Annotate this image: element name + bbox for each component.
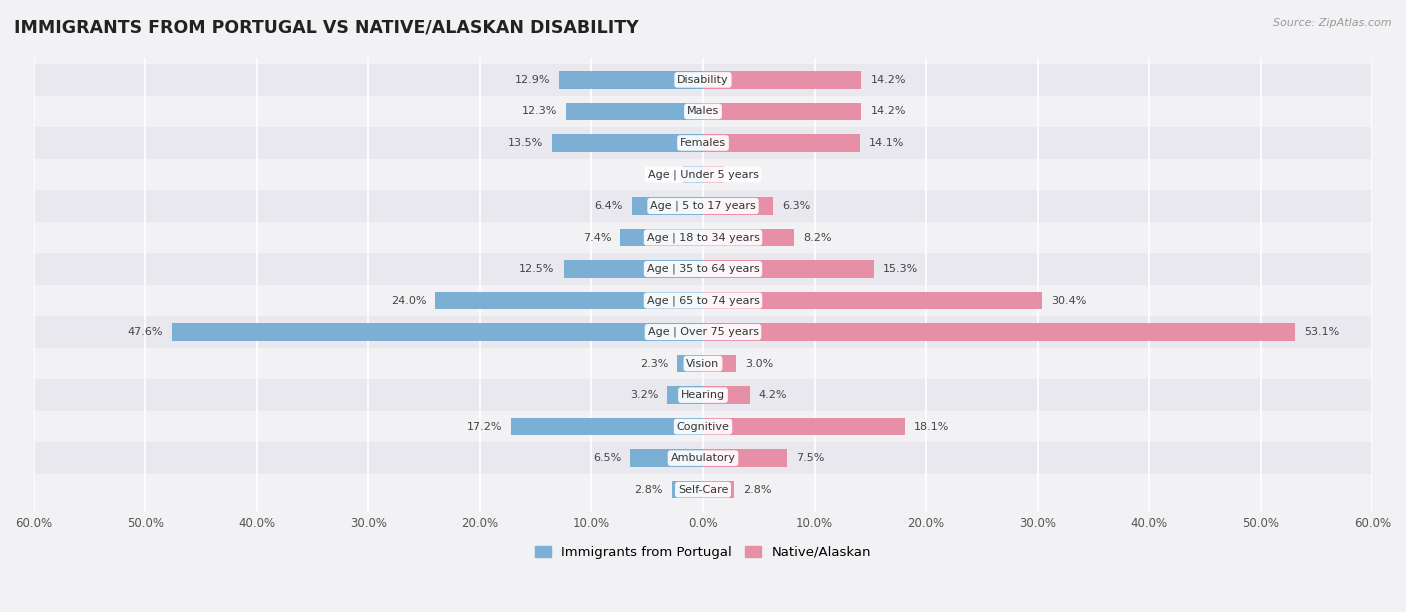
Bar xyxy=(672,481,703,498)
Text: 1.9%: 1.9% xyxy=(733,170,762,179)
Bar xyxy=(703,449,787,467)
Text: 4.2%: 4.2% xyxy=(759,390,787,400)
Bar xyxy=(34,159,1372,190)
Bar xyxy=(631,197,703,215)
Text: 7.5%: 7.5% xyxy=(796,453,824,463)
Bar xyxy=(34,285,1372,316)
Bar xyxy=(703,355,737,372)
Text: Disability: Disability xyxy=(678,75,728,85)
Text: Males: Males xyxy=(688,106,718,116)
Text: Self-Care: Self-Care xyxy=(678,485,728,494)
Text: Age | 5 to 17 years: Age | 5 to 17 years xyxy=(650,201,756,211)
Text: 12.9%: 12.9% xyxy=(515,75,550,85)
Bar xyxy=(620,229,703,246)
Text: 53.1%: 53.1% xyxy=(1305,327,1340,337)
Bar xyxy=(34,316,1372,348)
Bar xyxy=(553,134,703,152)
Bar xyxy=(34,442,1372,474)
Text: 2.8%: 2.8% xyxy=(744,485,772,494)
Text: Ambulatory: Ambulatory xyxy=(671,453,735,463)
Bar xyxy=(34,95,1372,127)
Bar xyxy=(34,348,1372,379)
Text: 6.4%: 6.4% xyxy=(595,201,623,211)
Text: Hearing: Hearing xyxy=(681,390,725,400)
Bar xyxy=(703,323,1295,341)
Text: 17.2%: 17.2% xyxy=(467,422,502,431)
Bar xyxy=(512,418,703,435)
Bar xyxy=(630,449,703,467)
Text: 12.5%: 12.5% xyxy=(519,264,554,274)
Bar xyxy=(703,166,724,183)
Legend: Immigrants from Portugal, Native/Alaskan: Immigrants from Portugal, Native/Alaskan xyxy=(530,540,876,564)
Text: 47.6%: 47.6% xyxy=(128,327,163,337)
Text: 15.3%: 15.3% xyxy=(883,264,918,274)
Text: Vision: Vision xyxy=(686,359,720,368)
Bar xyxy=(683,166,703,183)
Text: Age | 65 to 74 years: Age | 65 to 74 years xyxy=(647,296,759,306)
Text: 8.2%: 8.2% xyxy=(803,233,832,242)
Bar xyxy=(703,134,860,152)
Text: Age | 35 to 64 years: Age | 35 to 64 years xyxy=(647,264,759,274)
Text: 1.8%: 1.8% xyxy=(645,170,673,179)
Text: 14.2%: 14.2% xyxy=(870,106,905,116)
Text: 14.2%: 14.2% xyxy=(870,75,905,85)
Bar xyxy=(34,253,1372,285)
Bar xyxy=(560,71,703,89)
Text: 30.4%: 30.4% xyxy=(1052,296,1087,305)
Bar xyxy=(565,103,703,120)
Bar xyxy=(703,229,794,246)
Text: Cognitive: Cognitive xyxy=(676,422,730,431)
Text: 12.3%: 12.3% xyxy=(522,106,557,116)
Text: 3.2%: 3.2% xyxy=(630,390,658,400)
Bar xyxy=(564,260,703,278)
Text: 14.1%: 14.1% xyxy=(869,138,904,148)
Text: 24.0%: 24.0% xyxy=(391,296,426,305)
Text: 18.1%: 18.1% xyxy=(914,422,949,431)
Bar xyxy=(436,292,703,309)
Text: 2.8%: 2.8% xyxy=(634,485,662,494)
Text: Age | Under 5 years: Age | Under 5 years xyxy=(648,169,758,180)
Bar xyxy=(703,418,905,435)
Text: 3.0%: 3.0% xyxy=(745,359,773,368)
Bar xyxy=(703,197,773,215)
Bar xyxy=(34,64,1372,95)
Text: 2.3%: 2.3% xyxy=(640,359,668,368)
Text: 6.5%: 6.5% xyxy=(593,453,621,463)
Text: Source: ZipAtlas.com: Source: ZipAtlas.com xyxy=(1274,18,1392,28)
Bar xyxy=(668,386,703,404)
Bar xyxy=(703,292,1042,309)
Bar xyxy=(703,103,862,120)
Bar xyxy=(703,71,862,89)
Bar xyxy=(703,386,749,404)
Bar xyxy=(703,481,734,498)
Bar xyxy=(703,260,873,278)
Bar xyxy=(34,222,1372,253)
Text: Age | 18 to 34 years: Age | 18 to 34 years xyxy=(647,233,759,243)
Bar xyxy=(678,355,703,372)
Bar xyxy=(34,127,1372,159)
Text: Females: Females xyxy=(681,138,725,148)
Bar xyxy=(34,411,1372,442)
Bar xyxy=(34,379,1372,411)
Text: 7.4%: 7.4% xyxy=(583,233,612,242)
Bar xyxy=(172,323,703,341)
Text: IMMIGRANTS FROM PORTUGAL VS NATIVE/ALASKAN DISABILITY: IMMIGRANTS FROM PORTUGAL VS NATIVE/ALASK… xyxy=(14,18,638,36)
Text: 13.5%: 13.5% xyxy=(508,138,544,148)
Bar xyxy=(34,190,1372,222)
Text: 6.3%: 6.3% xyxy=(782,201,810,211)
Text: Age | Over 75 years: Age | Over 75 years xyxy=(648,327,758,337)
Bar xyxy=(34,474,1372,506)
